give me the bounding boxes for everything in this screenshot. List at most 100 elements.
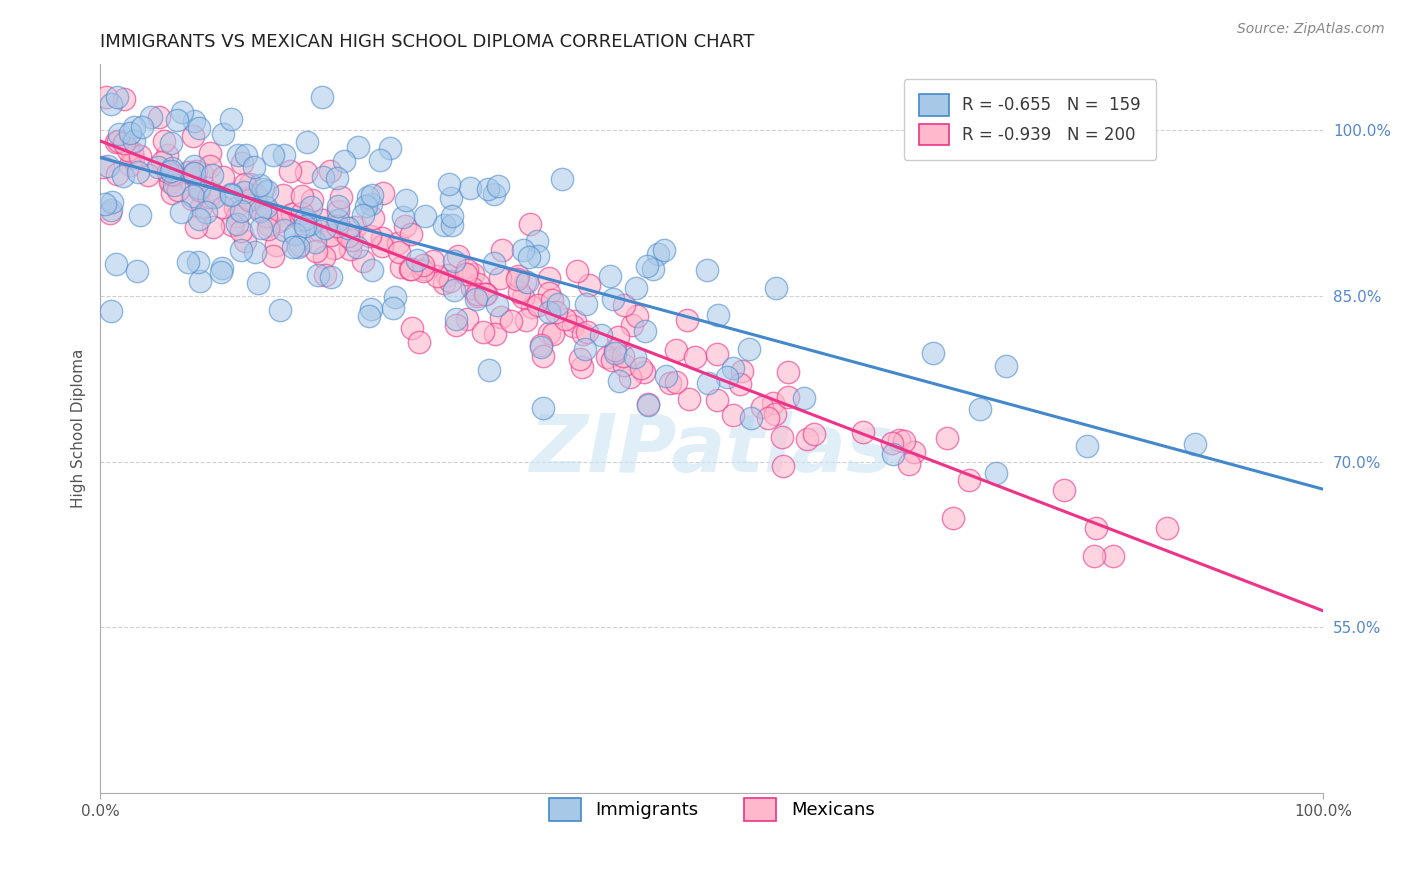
Point (1053, 483, 1076, 497)
Point (620, 318, 643, 332)
Point (162, 186, 184, 200)
Y-axis label: High School Diploma: High School Diploma (72, 349, 86, 508)
Point (233, 185, 256, 199)
Point (942, 510, 965, 524)
Text: IMMIGRANTS VS MEXICAN HIGH SCHOOL DIPLOMA CORRELATION CHART: IMMIGRANTS VS MEXICAN HIGH SCHOOL DIPLOM… (100, 33, 755, 51)
Point (314, 220, 336, 235)
Point (569, 352, 592, 367)
Point (262, 148, 284, 162)
Point (530, 340, 553, 354)
Point (160, 163, 183, 178)
Point (380, 141, 402, 155)
Point (461, 267, 484, 281)
Point (247, 276, 270, 290)
Point (772, 459, 794, 474)
Point (191, 167, 214, 181)
Point (181, 128, 204, 143)
Point (187, 211, 209, 226)
Point (603, 346, 626, 360)
Point (295, 165, 318, 179)
Point (314, 268, 336, 282)
Point (284, 227, 307, 241)
Point (422, 254, 444, 268)
Point (544, 305, 567, 319)
Point (405, 252, 427, 267)
Point (763, 407, 786, 421)
Point (229, 243, 252, 257)
Point (100, 96, 122, 111)
Point (477, 182, 499, 196)
Point (352, 208, 374, 222)
Point (395, 193, 418, 207)
Point (259, 218, 281, 232)
Point (307, 268, 329, 282)
Point (412, 262, 434, 277)
Point (600, 353, 623, 368)
Point (630, 361, 652, 376)
Point (219, 112, 242, 127)
Point (551, 172, 574, 186)
Point (188, 183, 211, 197)
Point (160, 161, 183, 175)
Point (252, 182, 274, 196)
Point (370, 239, 392, 253)
Point (517, 250, 540, 264)
Point (541, 327, 564, 342)
Point (652, 243, 675, 257)
Point (271, 211, 294, 226)
Point (399, 262, 422, 277)
Point (426, 268, 449, 283)
Point (177, 164, 200, 178)
Point (398, 261, 420, 276)
Point (461, 281, 484, 295)
Point (160, 136, 183, 151)
Point (612, 349, 634, 363)
Point (381, 301, 404, 315)
Point (903, 445, 925, 459)
Point (389, 260, 412, 275)
Text: Source: ZipAtlas.com: Source: ZipAtlas.com (1237, 22, 1385, 37)
Point (256, 184, 278, 198)
Point (312, 251, 335, 265)
Point (256, 201, 278, 215)
Point (273, 223, 295, 237)
Point (184, 219, 207, 234)
Point (94, 89, 117, 103)
Point (613, 298, 636, 312)
Point (756, 411, 779, 425)
Point (201, 168, 224, 182)
Point (219, 188, 242, 202)
Point (897, 457, 920, 471)
Point (436, 268, 458, 283)
Point (776, 365, 799, 379)
Point (515, 275, 537, 289)
Point (239, 178, 262, 192)
Point (257, 221, 280, 235)
Point (183, 159, 205, 173)
Point (571, 360, 593, 375)
Point (139, 111, 162, 125)
Point (198, 190, 221, 204)
Point (922, 346, 945, 360)
Point (122, 134, 145, 148)
Point (664, 375, 686, 389)
Point (519, 217, 541, 231)
Point (852, 425, 875, 440)
Point (330, 190, 353, 204)
Point (181, 189, 204, 203)
Point (591, 327, 613, 342)
Point (465, 289, 488, 303)
Point (326, 171, 349, 186)
Point (266, 238, 288, 252)
Point (288, 238, 311, 252)
Point (1083, 549, 1105, 563)
Point (136, 168, 159, 182)
Point (129, 149, 152, 163)
Point (697, 376, 720, 391)
Point (595, 350, 617, 364)
Point (101, 194, 124, 209)
Point (328, 203, 350, 218)
Point (226, 209, 249, 223)
Point (392, 210, 415, 224)
Point (765, 281, 787, 295)
